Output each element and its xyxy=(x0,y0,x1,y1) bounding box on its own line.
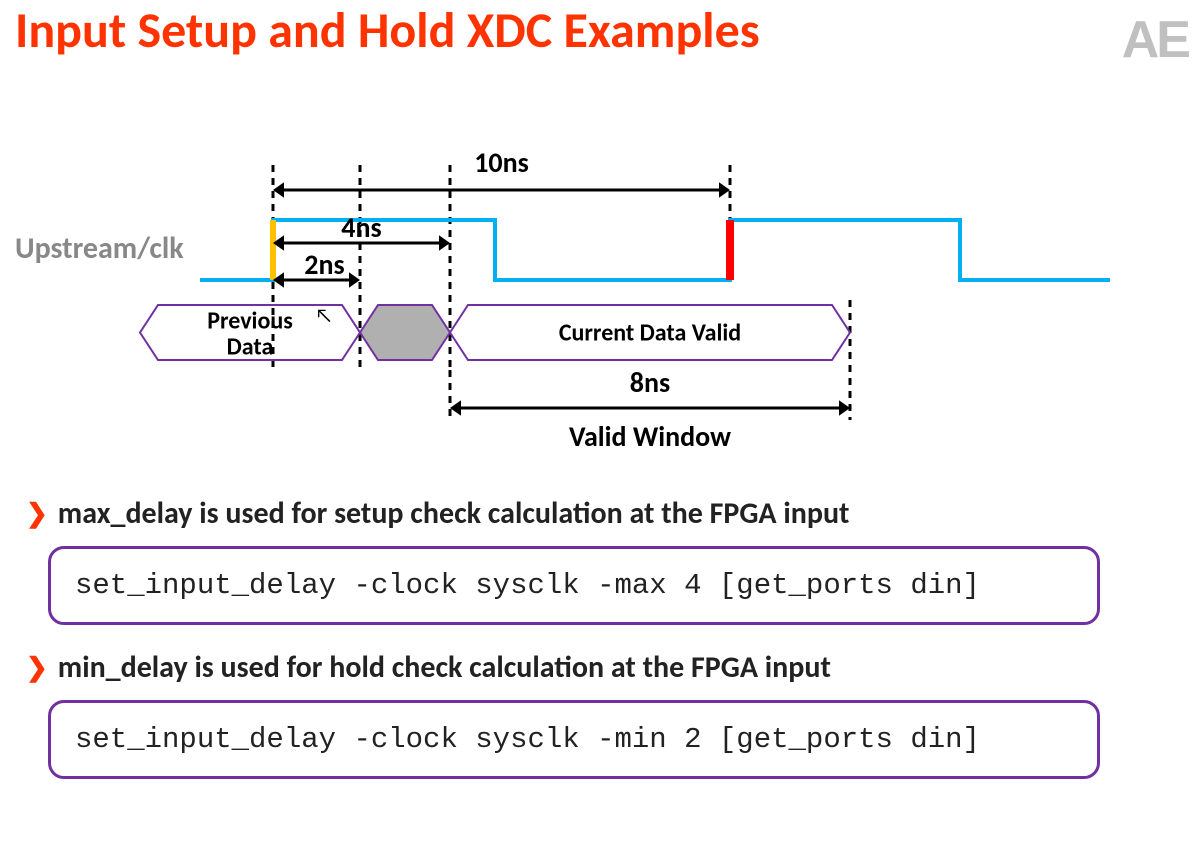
code-box-min: set_input_delay -clock sysclk -min 2 [ge… xyxy=(48,700,1100,779)
bullet-row-min: ❯ min_delay is used for hold check calcu… xyxy=(26,649,1126,686)
slide-title: Input Setup and Hold XDC Examples xyxy=(15,0,760,61)
svg-text:Previous: Previous xyxy=(207,307,293,336)
upstream-clk-label: Upstream/clk xyxy=(15,230,184,267)
bullet-text-max: max_delay is used for setup check calcul… xyxy=(58,495,850,532)
bullet-row-max: ❯ max_delay is used for setup check calc… xyxy=(26,495,1126,532)
chevron-icon: ❯ xyxy=(26,652,48,683)
svg-text:Current Data Valid: Current Data Valid xyxy=(559,319,741,348)
code-box-max: set_input_delay -clock sysclk -max 4 [ge… xyxy=(48,546,1100,625)
timing-svg: 10ns 4ns2ns PreviousData Current Data Valid… xyxy=(15,140,1115,470)
svg-text:↖: ↖ xyxy=(315,304,333,328)
bullet-text-min: min_delay is used for hold check calcula… xyxy=(58,649,831,686)
logo-text: AE xyxy=(1122,10,1188,70)
timing-diagram: Upstream/clk 10ns 4ns2ns PreviousData Curre… xyxy=(15,140,1115,470)
svg-text:2ns: 2ns xyxy=(304,247,344,282)
bullet-list: ❯ max_delay is used for setup check calc… xyxy=(26,495,1126,803)
svg-text:Valid Window: Valid Window xyxy=(569,419,731,454)
chevron-icon: ❯ xyxy=(26,498,48,529)
svg-text:4ns: 4ns xyxy=(341,210,381,245)
svg-text:10ns: 10ns xyxy=(474,145,529,180)
svg-text:8ns: 8ns xyxy=(630,365,670,400)
svg-text:Data: Data xyxy=(227,333,274,362)
